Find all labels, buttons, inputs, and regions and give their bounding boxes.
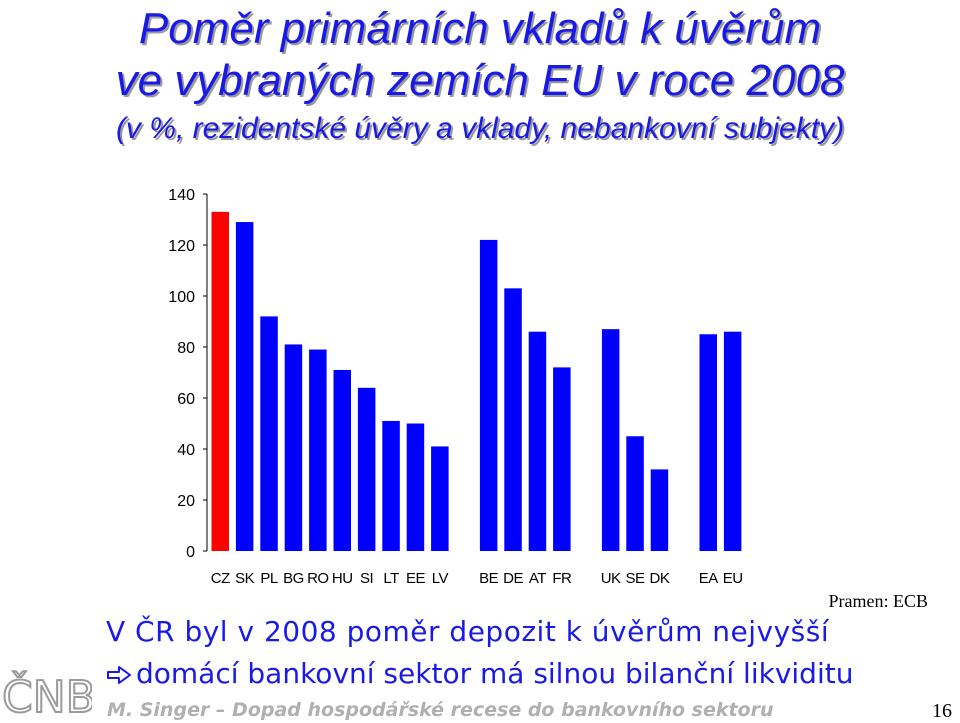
y-tick-label: 40 xyxy=(177,442,195,459)
x-tick-label-se: SE xyxy=(626,570,646,587)
bar-se xyxy=(626,436,644,551)
slide-title-line1: Poměr primárních vkladů k úvěrům xyxy=(138,4,822,53)
bar-ee xyxy=(406,423,425,551)
slide-title-line2: ve vybraných zemích EU v roce 2008 xyxy=(115,56,845,105)
bar-ea xyxy=(699,334,717,551)
bar-lv xyxy=(431,446,449,551)
bar-eu xyxy=(723,331,742,551)
x-tick-label-sk: SK xyxy=(235,570,255,587)
x-tick-label-eu: EU xyxy=(723,570,743,587)
bars xyxy=(211,211,742,552)
x-tick-label-cz: CZ xyxy=(211,570,230,587)
bar-bg xyxy=(284,344,303,551)
bar-fr xyxy=(553,367,571,551)
slide-subtitle: (v %, rezidentské úvěry a vklady, nebank… xyxy=(115,112,845,145)
x-tick-label-lv: LV xyxy=(432,570,449,587)
bar-dk xyxy=(650,469,669,551)
x-tick-label-dk: DK xyxy=(650,570,670,587)
x-tick-label-hu: HU xyxy=(332,570,353,587)
x-tick-label-uk: UK xyxy=(601,570,621,587)
bar-si xyxy=(357,387,376,551)
bar-pl xyxy=(260,316,278,551)
x-axis-labels: CZ SK PL BG RO HU SI LT EE LV BE DE AT FR UK SE DK EA EU xyxy=(211,570,743,587)
bar-cz xyxy=(211,211,229,551)
x-tick-label-pl: PL xyxy=(260,570,278,587)
bullet-text: domácí bankovní sektor má silnou bilančn… xyxy=(136,657,854,690)
statement-text: V ČR byl v 2008 poměr depozit k úvěrům n… xyxy=(106,615,830,648)
x-tick-label-be: BE xyxy=(479,570,499,587)
x-tick-label-ro: RO xyxy=(307,570,329,587)
x-tick-label-ee: EE xyxy=(406,570,426,587)
x-tick-label-fr: FR xyxy=(552,570,572,587)
bar-at xyxy=(528,331,547,551)
y-tick-label: 80 xyxy=(177,340,195,357)
bullet-row: domácí bankovní sektor má silnou bilančn… xyxy=(106,657,853,692)
y-tick-label: 120 xyxy=(168,238,195,255)
x-tick-label-ea: EA xyxy=(699,570,719,587)
y-axis: 0 20 40 60 80 100 120 140 xyxy=(168,187,208,561)
hollow-arrow-icon xyxy=(106,659,136,692)
bar-sk xyxy=(235,222,254,552)
svg-text:ČNB: ČNB xyxy=(2,670,92,720)
x-tick-label-lt: LT xyxy=(383,570,399,587)
bar-chart: 0 20 40 60 80 100 120 140 CZ SK PL BG RO HU SI LT EE LV B… xyxy=(168,187,743,587)
y-tick-label: 100 xyxy=(168,289,195,306)
y-tick-label: 20 xyxy=(177,493,195,510)
bar-uk xyxy=(601,329,620,551)
footer-text: M. Singer – Dopad hospodářské recese do … xyxy=(107,699,774,721)
bar-be xyxy=(479,239,498,551)
x-tick-label-si: SI xyxy=(360,570,373,587)
x-tick-label-bg: BG xyxy=(283,570,304,587)
source-note: Pramen: ECB xyxy=(828,591,929,611)
x-tick-label-at: AT xyxy=(529,570,546,587)
cnb-logo-icon: ČNB xyxy=(2,669,92,720)
y-tick-label: 0 xyxy=(186,544,195,561)
y-tick-label: 140 xyxy=(168,187,195,204)
y-tick-label: 60 xyxy=(177,391,195,408)
bar-lt xyxy=(382,420,400,551)
bar-ro xyxy=(309,349,327,551)
x-tick-label-de: DE xyxy=(503,570,523,587)
page-number: 16 xyxy=(932,700,952,722)
bar-hu xyxy=(333,369,351,551)
bar-de xyxy=(504,288,522,551)
